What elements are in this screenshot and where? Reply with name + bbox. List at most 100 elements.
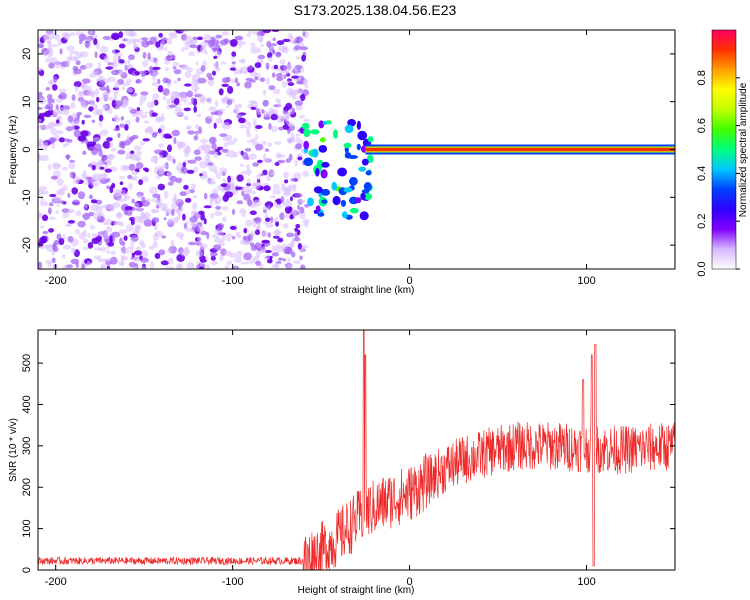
spectrogram-noise-cell: [155, 175, 161, 180]
spectrogram-transition-cell: [363, 192, 373, 201]
spectrogram-noise-cell: [91, 237, 100, 244]
spectrogram-noise-cell: [71, 94, 76, 101]
spectrogram-noise-cell: [282, 223, 289, 229]
spectrogram-noise-cell: [255, 125, 263, 129]
snr-y-axis-label: SNR (10 * v/v): [8, 418, 19, 482]
spectrogram-noise-cell: [221, 148, 229, 153]
snr-x-axis-label: Height of straight line (km): [298, 585, 415, 596]
spectrogram-noise-cell: [76, 111, 82, 116]
spectrogram-noise-cell: [277, 67, 282, 72]
spectrogram-noise-cell: [38, 112, 48, 117]
spectrogram-noise-cell: [240, 170, 247, 175]
spectrogram-noise-cell: [289, 213, 294, 220]
spectrogram-noise-cell: [115, 221, 119, 225]
spectrogram-noise-cell: [229, 225, 237, 230]
spectrogram-noise-cell: [125, 30, 134, 37]
spectrogram-noise-cell: [252, 199, 262, 207]
spectrogram-noise-cell: [111, 182, 116, 189]
spectrogram-transition-cell: [322, 121, 327, 125]
spectrogram-noise-cell: [40, 235, 48, 244]
spectrogram-noise-cell: [189, 216, 198, 223]
spectrogram-transition-cell: [301, 122, 310, 130]
spectrogram-noise-cell: [66, 210, 74, 214]
spectrogram-noise-cell: [166, 153, 172, 161]
spectrogram-noise-cell: [87, 163, 93, 168]
spectrogram-noise-cell: [40, 154, 49, 162]
spectrogram-y-tick-label: 10: [21, 96, 33, 108]
spectrogram-noise-cell: [163, 217, 167, 221]
spectrogram-noise-cell: [192, 202, 198, 210]
spectrogram-noise-cell: [66, 154, 70, 161]
spectrogram-noise-cell: [140, 91, 149, 96]
spectrogram-noise-cell: [273, 184, 280, 190]
spectrogram-noise-cell: [40, 196, 44, 202]
spectrogram-noise-cell: [236, 113, 243, 119]
spectrogram-noise-cell: [279, 212, 285, 221]
spectrogram-noise-cell: [64, 223, 72, 227]
spectrogram-noise-cell: [46, 30, 51, 37]
spectrogram-noise-cell: [135, 79, 140, 84]
spectrogram-noise-cell: [184, 150, 190, 158]
spectrogram-noise-cell: [248, 100, 257, 104]
spectrogram-noise-cell: [227, 85, 234, 94]
spectrogram-noise-cell: [52, 84, 58, 91]
spectrogram-noise-cell: [207, 76, 215, 81]
spectrogram-noise-cell: [181, 64, 188, 69]
spectrogram-noise-cell: [67, 192, 71, 198]
spectrogram-noise-cell: [215, 44, 221, 51]
spectrogram-noise-cell: [102, 104, 106, 110]
spectrogram-noise-cell: [297, 156, 303, 161]
spectrogram-noise-cell: [75, 120, 80, 125]
spectrogram-transition-cell: [359, 211, 369, 221]
spectrogram-noise-cell: [38, 97, 47, 105]
spectrogram-noise-cell: [119, 175, 125, 180]
spectrogram-noise-cell: [254, 133, 259, 140]
spectrogram-transition-cell: [363, 182, 372, 191]
spectrogram-transition-cell: [315, 168, 320, 177]
spectrogram-noise-cell: [251, 181, 261, 190]
spectrogram-noise-cell: [116, 212, 123, 219]
spectrogram-noise-cell: [175, 263, 182, 269]
spectrogram-noise-cell: [200, 213, 205, 221]
spectrogram-noise-cell: [114, 81, 120, 89]
spectrogram-noise-cell: [203, 34, 211, 42]
spectrogram-noise-cell: [303, 118, 310, 123]
spectrogram-noise-cell: [90, 199, 98, 204]
spectrogram-noise-cell: [84, 138, 89, 145]
spectrogram-noise-cell: [264, 148, 270, 152]
spectrogram-noise-cell: [299, 211, 306, 220]
spectrogram-noise-cell: [269, 107, 275, 114]
spectrogram-transition-cell: [349, 207, 359, 214]
spectrogram-noise-cell: [59, 48, 63, 55]
spectrogram-noise-cell: [212, 70, 216, 76]
spectrogram-noise-cell: [50, 128, 58, 136]
spectrogram-noise-cell: [245, 219, 253, 227]
spectrogram-noise-cell: [166, 37, 173, 45]
spectrogram-noise-cell: [149, 186, 158, 195]
spectrogram-noise-cell: [179, 94, 184, 102]
spectrogram-noise-cell: [61, 166, 68, 171]
spectrogram-noise-cell: [157, 85, 164, 93]
spectrogram-noise-cell: [275, 98, 280, 103]
spectrogram-noise-cell: [67, 139, 73, 143]
spectrogram-noise-cell: [299, 46, 309, 51]
spectrogram-noise-cell: [91, 233, 100, 238]
spectrogram-noise-cell: [217, 223, 225, 229]
spectrogram-noise-cell: [274, 262, 280, 269]
spectrogram-noise-cell: [284, 246, 293, 255]
spectrogram-noise-cell: [39, 225, 45, 229]
spectrogram-noise-cell: [290, 251, 296, 258]
spectrogram-noise-cell: [226, 238, 231, 242]
spectrogram-noise-cell: [245, 126, 250, 135]
spectrogram-noise-cell: [107, 241, 115, 247]
spectrogram-noise-cell: [133, 202, 140, 208]
spectrogram-noise-cell: [73, 129, 81, 138]
snr-x-tick-label: -100: [222, 576, 244, 588]
spectrogram-noise-cell: [135, 116, 140, 123]
spectrogram-noise-cell: [276, 73, 283, 78]
spectrogram-noise-cell: [45, 260, 54, 264]
spectrogram-noise-cell: [199, 45, 207, 54]
spectrogram-noise-cell: [177, 112, 184, 116]
